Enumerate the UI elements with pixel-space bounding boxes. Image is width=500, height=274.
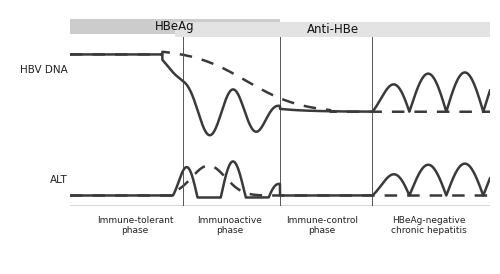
Text: HBeAg-negative
chronic hepatitis: HBeAg-negative chronic hepatitis — [391, 216, 467, 235]
Text: Immunoactive
phase: Immunoactive phase — [197, 216, 262, 235]
Text: ALT: ALT — [50, 175, 68, 185]
Text: Immune-tolerant
phase: Immune-tolerant phase — [97, 216, 174, 235]
Text: HBeAg: HBeAg — [155, 20, 195, 33]
Text: HBV DNA: HBV DNA — [20, 65, 68, 75]
Text: Immune-control
phase: Immune-control phase — [286, 216, 358, 235]
Text: Anti-HBe: Anti-HBe — [306, 23, 358, 36]
